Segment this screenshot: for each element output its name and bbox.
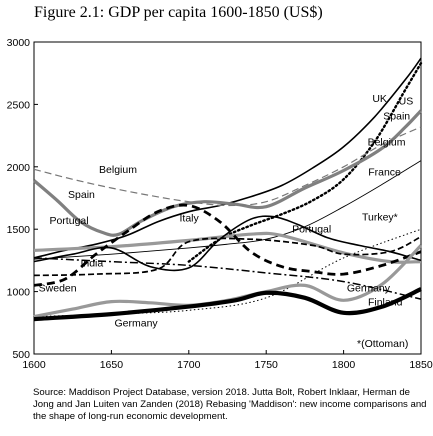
y-tick-label: 2000 (7, 162, 31, 174)
x-tick-label: 1700 (177, 359, 201, 371)
series-label-france: France (368, 167, 401, 179)
series-label-germany: Germany (347, 283, 391, 295)
series-labels: UK US Spain Belgium France Turkey* Portugal Ind… (39, 93, 414, 330)
series-label-italy: Italy (180, 213, 200, 225)
series-label-uk: UK (372, 93, 387, 105)
series-label-turkey: Turkey* (362, 211, 398, 223)
chart-title: Figure 2.1: GDP per capita 1600-1850 (US… (34, 4, 323, 21)
series-label-belgium: Belgium (368, 137, 406, 149)
ottoman-footnote: *(Ottoman) (357, 338, 408, 350)
series-line-us (187, 62, 423, 263)
y-tick-label: 1500 (7, 224, 31, 236)
x-tick-label: 1800 (332, 359, 356, 371)
x-tick-label: 1850 (409, 359, 433, 371)
series-line-finland (33, 287, 422, 322)
source-note: Source: Maddison Project Database, versi… (33, 387, 427, 423)
x-tick-label: 1750 (255, 359, 279, 371)
series-line-spain (32, 109, 423, 237)
series-label-germany: Germany (114, 318, 158, 330)
series-label-us: US (399, 95, 414, 107)
series-line-portugal (33, 215, 422, 272)
plot-frame (33, 41, 422, 355)
series-label-sweden: Sweden (39, 283, 77, 295)
series-label-belgium: Belgium (99, 164, 137, 176)
series-line-sweden (33, 235, 422, 277)
series-label-spain: Spain (68, 189, 95, 201)
axes: 1600 1650 1700 1750 1800 1850 500 1000 1500 2000 2… (7, 37, 433, 371)
y-tick-label: 3000 (7, 37, 31, 49)
x-tick-label: 1650 (100, 359, 124, 371)
series-line-india (33, 257, 422, 300)
series-label-finland: Finland (368, 296, 403, 308)
y-tick-label: 2500 (7, 99, 31, 111)
x-tick-label: 1600 (22, 359, 46, 371)
series-label-portugal: Portugal (292, 223, 331, 235)
series-line-netherlands (33, 203, 422, 287)
series-label-india: India (80, 258, 103, 270)
series-line-italy (33, 231, 422, 264)
series-lines (32, 57, 423, 322)
series-label-portugal: Portugal (49, 215, 88, 227)
series-line-uk (33, 57, 422, 259)
series-label-spain: Spain (383, 110, 410, 122)
y-tick-label: 500 (12, 349, 30, 361)
series-line-belgium (33, 126, 422, 207)
y-tick-label: 1000 (7, 287, 31, 299)
